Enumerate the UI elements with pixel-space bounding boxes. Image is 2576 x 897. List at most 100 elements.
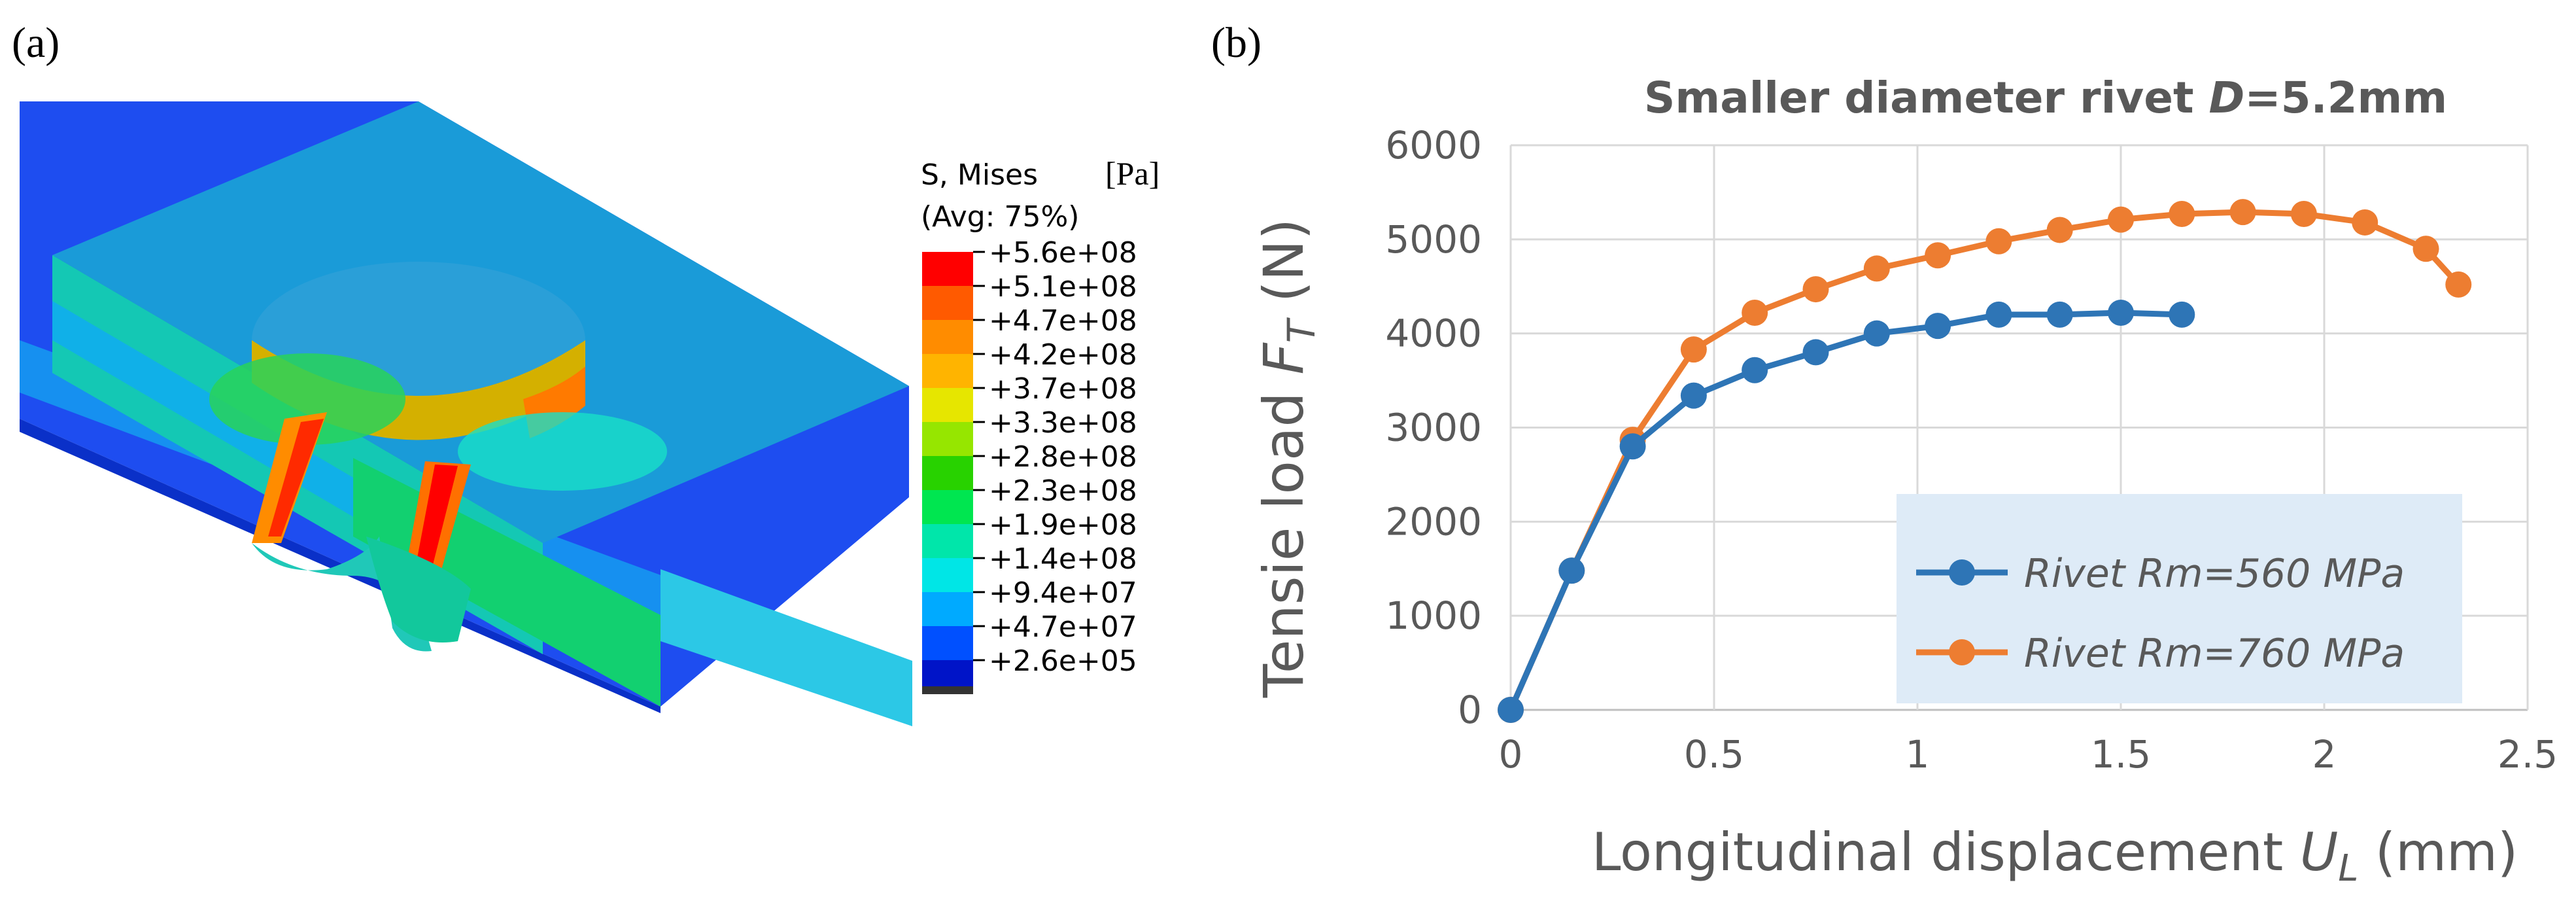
legend-value: +5.1e+08 xyxy=(989,270,1137,304)
x-axis-label: Longitudinal displacement UL (mm) xyxy=(1592,822,2518,890)
series-1-point xyxy=(2046,217,2073,243)
rivet-flare xyxy=(366,536,471,642)
series-0-point xyxy=(2169,301,2195,328)
legend-label-0: Rivet Rm=560 MPa xyxy=(2024,551,2405,597)
stress-zone-cyan xyxy=(458,412,667,491)
series-0-point xyxy=(2108,300,2134,326)
legend-swatch xyxy=(922,456,973,490)
rivet-shank-left-inner xyxy=(268,419,324,536)
legend-swatch xyxy=(922,320,973,354)
legend-unit: [Pa] xyxy=(1105,155,1159,192)
y-tick-label: 4000 xyxy=(1385,311,1482,356)
series-0-point xyxy=(2046,301,2073,328)
legend-label-1: Rivet Rm=760 MPa xyxy=(2024,631,2405,677)
legend-box xyxy=(1897,494,2462,703)
chart-legend: Rivet Rm=560 MPa Rivet Rm=760 MPa xyxy=(1897,494,2462,703)
legend-swatches: +5.6e+08+5.1e+08+4.7e+08+4.2e+08+3.7e+08… xyxy=(922,236,1137,694)
legend-value: +4.2e+08 xyxy=(989,338,1137,372)
series-0-point xyxy=(1742,357,1768,383)
legend-items: Rivet Rm=560 MPa Rivet Rm=760 MPa xyxy=(1916,551,2405,677)
x-tick-label: 0 xyxy=(1499,732,1523,777)
legend-value: +3.7e+08 xyxy=(989,372,1137,406)
x-tick-label: 2 xyxy=(2312,732,2337,777)
legend-swatch xyxy=(922,252,973,286)
contour-legend: S, Mises [Pa] (Avg: 75%) +5.6e+08+5.1e+0… xyxy=(921,155,1159,694)
x-tick-label: 0.5 xyxy=(1684,732,1744,777)
x-axis-label-text: Longitudinal displacement xyxy=(1592,822,2300,883)
legend-swatch xyxy=(922,592,973,626)
panel-b-label: (b) xyxy=(1211,19,1262,67)
y-axis-label-sub: T xyxy=(1279,317,1324,343)
legend-value: +1.9e+08 xyxy=(989,508,1137,542)
chart-title-var: D xyxy=(2209,73,2245,123)
legend-value: +9.4e+07 xyxy=(989,576,1137,610)
lower-strip-side xyxy=(661,569,912,726)
series-0-point xyxy=(1985,301,2012,328)
series-0-point xyxy=(1863,320,1890,347)
tensile-load-chart: Smaller diameter rivet D=5.2mm 0 1000 2000… xyxy=(1252,73,2558,890)
y-axis-label-unit: (N) xyxy=(1252,219,1316,320)
y-axis-label: Tensie load FT (N) xyxy=(1252,219,1324,699)
legend-value: +3.3e+08 xyxy=(989,406,1137,440)
legend-swatch xyxy=(922,354,973,388)
x-axis-label-sub: L xyxy=(2338,847,2358,890)
chart-title: Smaller diameter rivet D=5.2mm xyxy=(1644,73,2447,123)
y-axis-label-var: F xyxy=(1252,342,1316,375)
series-1-point xyxy=(1802,276,1829,303)
series-1-point xyxy=(1985,228,2012,255)
series-0-point xyxy=(1558,557,1585,584)
legend-title-1: S, Mises xyxy=(921,158,1038,192)
legend-value: +5.6e+08 xyxy=(989,236,1137,270)
series-1-point xyxy=(1680,336,1707,363)
fem-rivet-model-image xyxy=(20,101,912,726)
legend-swatch xyxy=(922,422,973,456)
y-axis-label-text: Tensie load xyxy=(1252,375,1316,699)
x-axis-label-unit: (mm) xyxy=(2358,822,2518,883)
legend-swatch xyxy=(922,286,973,320)
series-0-point xyxy=(1925,313,1951,340)
legend-value: +4.7e+07 xyxy=(989,610,1137,644)
chart-title-suffix: =5.2mm xyxy=(2244,73,2447,123)
legend-value: +1.4e+08 xyxy=(989,542,1137,576)
series-0-point xyxy=(1498,697,1524,723)
y-tick-label: 0 xyxy=(1458,688,1482,732)
series-1-point xyxy=(2413,236,2439,262)
legend-swatch xyxy=(922,490,973,524)
series-1-point xyxy=(1742,300,1768,326)
legend-value: +2.6e+05 xyxy=(989,644,1137,678)
legend-value: +2.8e+08 xyxy=(989,440,1137,474)
panel-a-label: (a) xyxy=(12,19,60,67)
y-tick-label: 2000 xyxy=(1385,499,1482,544)
fem-stress-contour-figure: S, Mises [Pa] (Avg: 75%) +5.6e+08+5.1e+0… xyxy=(20,101,1159,726)
series-1-point xyxy=(2445,271,2472,298)
stress-zone-green-1 xyxy=(209,353,405,445)
series-1-point xyxy=(2290,200,2317,227)
legend-swatch xyxy=(922,524,973,558)
x-tick-label: 1.5 xyxy=(2091,732,2151,777)
y-tick-label: 3000 xyxy=(1385,406,1482,450)
y-tick-label: 1000 xyxy=(1385,593,1482,638)
series-0-point xyxy=(1680,382,1707,409)
legend-marker-0 xyxy=(1949,559,1975,586)
tick-labels: 0 1000 2000 3000 4000 5000 6000 0 0.5 1 1.5 2 2.5 xyxy=(1385,123,2558,777)
series-0-point xyxy=(1802,339,1829,366)
x-tick-label: 2.5 xyxy=(2498,732,2558,777)
legend-title-2: (Avg: 75%) xyxy=(921,200,1079,234)
y-tick-label: 6000 xyxy=(1385,123,1482,167)
series-1-point xyxy=(1863,255,1890,282)
legend-swatch xyxy=(922,388,973,422)
legend-marker-1 xyxy=(1949,639,1975,665)
x-axis-label-var: U xyxy=(2300,822,2339,883)
legend-swatch xyxy=(922,558,973,592)
series-0-point xyxy=(1619,433,1646,460)
series-1-point xyxy=(2108,206,2134,233)
grid-lines xyxy=(1509,144,2529,711)
legend-value: +2.3e+08 xyxy=(989,474,1137,508)
series-layer xyxy=(1498,199,2472,723)
legend-swatch xyxy=(922,626,973,660)
y-tick-label: 5000 xyxy=(1385,217,1482,262)
series-1-point xyxy=(2229,199,2256,226)
series-1-point xyxy=(1925,242,1951,269)
series-1-point xyxy=(2352,209,2379,236)
series-1-point xyxy=(2169,200,2195,227)
